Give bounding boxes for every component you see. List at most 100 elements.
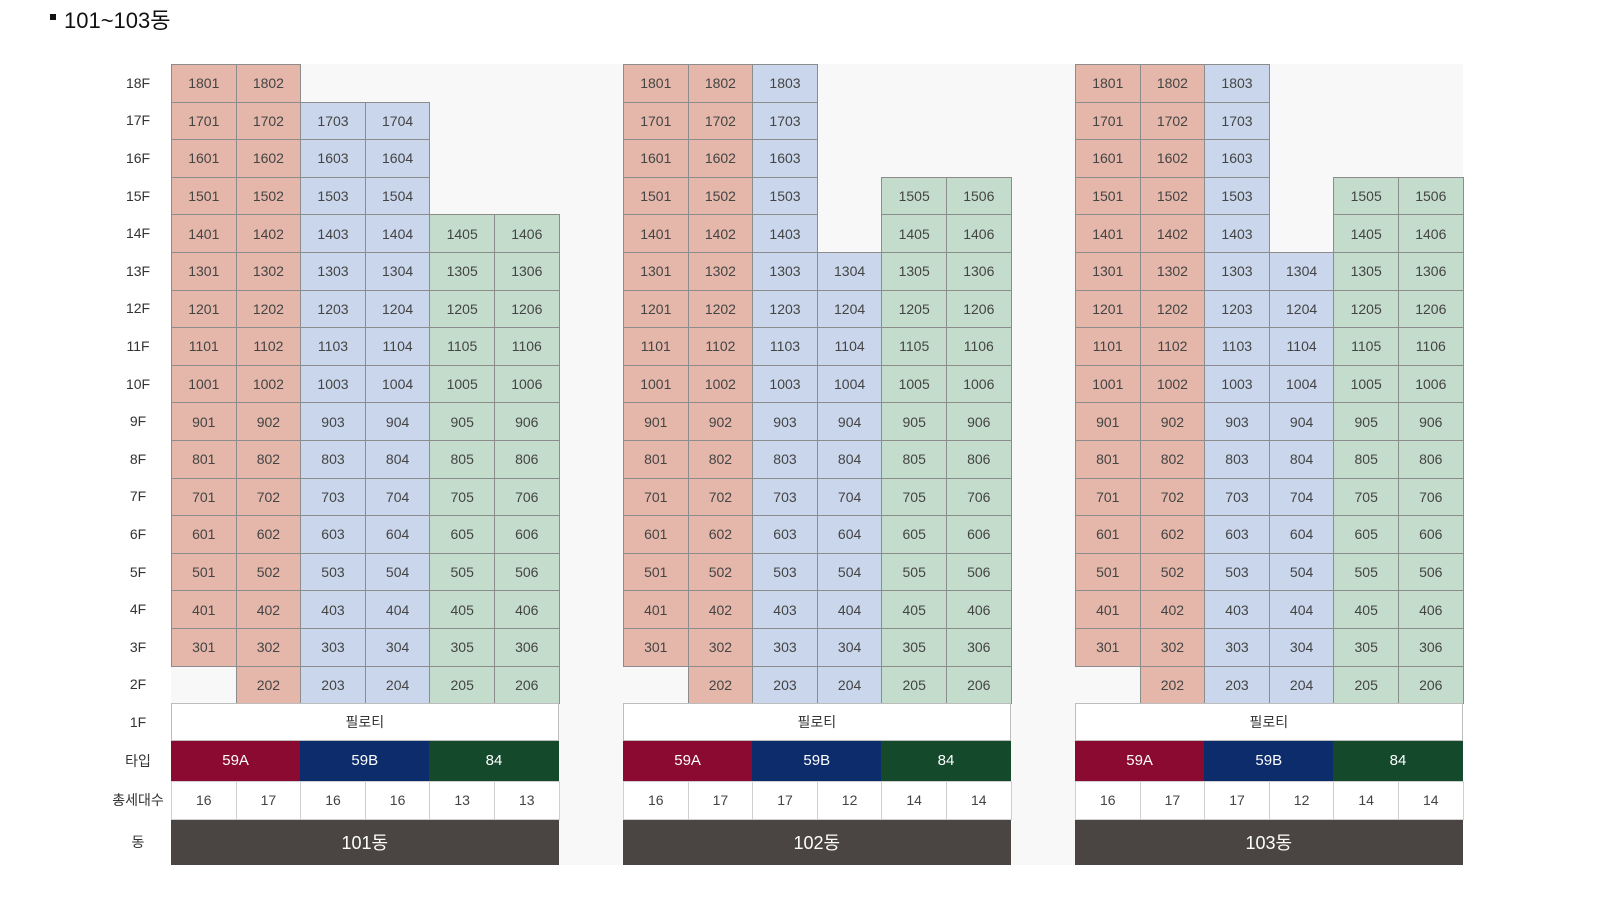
- unit-cell: 1703: [300, 101, 366, 141]
- unit-cell: 304: [364, 628, 431, 667]
- floor-label: 2F: [129, 676, 147, 693]
- unit-cell: 903: [752, 402, 818, 441]
- unit-cell: 1305: [881, 252, 947, 291]
- unit-cell: 1006: [946, 364, 1012, 404]
- floor-label: 14F: [125, 225, 151, 242]
- unit-cell: 905: [429, 402, 495, 441]
- unit-cell: 206: [494, 665, 560, 705]
- unit-cell: 1301: [171, 252, 237, 291]
- unit-cell: 1205: [1333, 289, 1399, 329]
- unit-cell: 406: [494, 590, 560, 629]
- unit-cell: 402: [235, 590, 302, 629]
- unit-cell: 701: [623, 477, 689, 517]
- unit-cell: 1103: [300, 327, 366, 366]
- unit-cell: 1501: [171, 176, 237, 216]
- unit-cell: 802: [235, 440, 302, 479]
- type-cell: 84: [429, 740, 559, 781]
- unit-cell: 1004: [364, 364, 431, 404]
- unit-cell: 406: [1398, 590, 1464, 629]
- floor-label: 7F: [129, 488, 147, 505]
- unit-cell: 1403: [1204, 214, 1270, 253]
- unit-cell: 703: [752, 477, 818, 517]
- unit-cell: 1801: [623, 64, 689, 103]
- unit-cell: 1201: [171, 289, 237, 329]
- type-cell: 59B: [752, 740, 882, 781]
- unit-cell: 1602: [235, 139, 302, 178]
- unit-cell: 302: [235, 628, 302, 667]
- unit-cell: 204: [1268, 665, 1335, 705]
- unit-cell: 404: [1268, 590, 1335, 629]
- unit-cell: 702: [235, 477, 302, 517]
- type-cell: 59B: [300, 740, 430, 781]
- unit-cell: 1302: [235, 252, 302, 291]
- unit-cell: 506: [946, 552, 1012, 592]
- unit-count: 17: [1204, 780, 1270, 820]
- unit-cell: 1404: [364, 214, 431, 253]
- unit-cell: 1702: [1139, 101, 1206, 141]
- building-name: 103동: [1075, 819, 1463, 865]
- unit-cell: 806: [494, 440, 560, 479]
- floor-label: 17F: [125, 112, 151, 129]
- unit-cell: 706: [494, 477, 560, 517]
- unit-cell: 1502: [1139, 176, 1206, 216]
- unit-cell: 905: [1333, 402, 1399, 441]
- building-label: 동: [131, 834, 145, 851]
- unit-cell: 1201: [623, 289, 689, 329]
- unit-cell: 1202: [235, 289, 302, 329]
- unit-cell: 1506: [1398, 176, 1464, 216]
- unit-count: 12: [816, 780, 883, 820]
- unit-cell: 1101: [623, 327, 689, 366]
- unit-cell: 1503: [1204, 176, 1270, 216]
- unit-cell: 1006: [494, 364, 560, 404]
- unit-cell: 606: [946, 515, 1012, 554]
- unit-cell: 1202: [687, 289, 754, 329]
- unit-count: 17: [752, 780, 818, 820]
- unit-cell: 1406: [1398, 214, 1464, 253]
- unit-cell: 1803: [1204, 64, 1270, 103]
- unit-cell: 303: [752, 628, 818, 667]
- floor-label: 13F: [125, 262, 151, 279]
- unit-cell: 1502: [687, 176, 754, 216]
- unit-cell: 906: [946, 402, 1012, 441]
- unit-cell: 403: [300, 590, 366, 629]
- count-label: 총세대수: [112, 792, 164, 809]
- unit-cell: 1801: [171, 64, 237, 103]
- unit-cell: 803: [752, 440, 818, 479]
- unit-cell: 1103: [752, 327, 818, 366]
- unit-cell: 1203: [1204, 289, 1270, 329]
- unit-cell: 205: [1333, 665, 1399, 705]
- unit-cell: 505: [429, 552, 495, 592]
- unit-cell: 803: [300, 440, 366, 479]
- unit-cell: 502: [687, 552, 754, 592]
- unit-cell: 1306: [494, 252, 560, 291]
- unit-cell: 1305: [429, 252, 495, 291]
- unit-cell: 405: [881, 590, 947, 629]
- type-cell: 59B: [1204, 740, 1334, 781]
- unit-cell: 1305: [1333, 252, 1399, 291]
- unit-cell: 605: [429, 515, 495, 554]
- unit-cell: 1702: [687, 101, 754, 141]
- unit-cell: 901: [171, 402, 237, 441]
- unit-cell: 1601: [623, 139, 689, 178]
- floor-label: 16F: [125, 149, 151, 166]
- unit-cell: 202: [687, 665, 754, 705]
- unit-cell: 1401: [171, 214, 237, 253]
- unit-cell: 805: [881, 440, 947, 479]
- unit-cell: 803: [1204, 440, 1270, 479]
- unit-cell: 1601: [1075, 139, 1141, 178]
- unit-cell: 306: [946, 628, 1012, 667]
- unit-cell: 903: [1204, 402, 1270, 441]
- unit-cell: 1106: [494, 327, 560, 366]
- unit-cell: 1104: [364, 327, 431, 366]
- unit-cell: 301: [623, 628, 689, 667]
- unit-count: 16: [171, 780, 237, 820]
- type-cell: 59A: [623, 740, 753, 781]
- unit-cell: 306: [1398, 628, 1464, 667]
- unit-cell: 1003: [1204, 364, 1270, 404]
- unit-cell: 804: [364, 440, 431, 479]
- unit-cell: 1102: [1139, 327, 1206, 366]
- unit-cell: 1105: [1333, 327, 1399, 366]
- unit-cell: 205: [429, 665, 495, 705]
- unit-cell: 701: [171, 477, 237, 517]
